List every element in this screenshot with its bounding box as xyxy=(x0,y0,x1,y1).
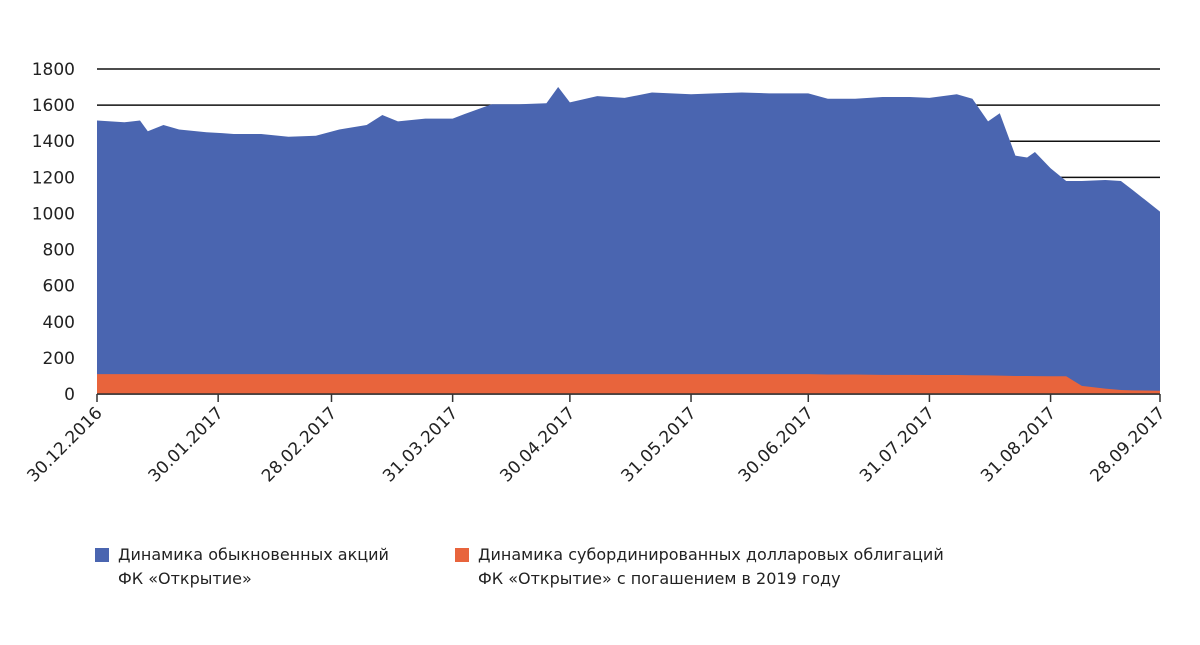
x-tick-label: 28.09.2017 xyxy=(1087,403,1170,486)
legend-label: Динамика обыкновенных акций ФК «Открытие… xyxy=(118,545,389,588)
x-tick-label: 30.06.2017 xyxy=(735,403,818,486)
y-tick-label: 1800 xyxy=(32,60,75,80)
legend-swatch xyxy=(95,548,109,562)
x-tick-label: 31.07.2017 xyxy=(856,403,939,486)
x-tick-label: 31.08.2017 xyxy=(977,403,1060,486)
y-tick-label: 1200 xyxy=(32,168,75,188)
x-tick-label: 31.05.2017 xyxy=(618,403,701,486)
area xyxy=(97,87,1160,395)
y-tick-label: 200 xyxy=(43,349,75,369)
y-tick-label: 1400 xyxy=(32,132,75,152)
legend-swatch xyxy=(455,548,469,562)
y-tick-label: 800 xyxy=(43,241,75,261)
legend-item: Динамика субординированных долларовых об… xyxy=(455,543,975,591)
x-tick-label: 30.12.2016 xyxy=(24,403,107,486)
legend-label: Динамика субординированных долларовых об… xyxy=(478,545,944,588)
y-tick-label: 1600 xyxy=(32,96,75,116)
y-tick-label: 400 xyxy=(43,313,75,333)
y-tick-label: 0 xyxy=(64,385,75,405)
chart: 0 200 400 600 800 1000 1200 1400 1600 1800 30.12.2… xyxy=(24,60,1170,486)
x-tick-label: 30.04.2017 xyxy=(496,403,579,486)
x-tick-label: 28.02.2017 xyxy=(258,403,341,486)
area xyxy=(97,374,1160,394)
x-tick-label: 31.03.2017 xyxy=(379,403,462,486)
x-tick-label: 30.01.2017 xyxy=(145,403,228,486)
y-tick-label: 600 xyxy=(43,277,75,297)
y-tick-label: 1000 xyxy=(32,204,75,224)
legend-item: Динамика обыкновенных акций ФК «Открытие… xyxy=(95,543,425,591)
